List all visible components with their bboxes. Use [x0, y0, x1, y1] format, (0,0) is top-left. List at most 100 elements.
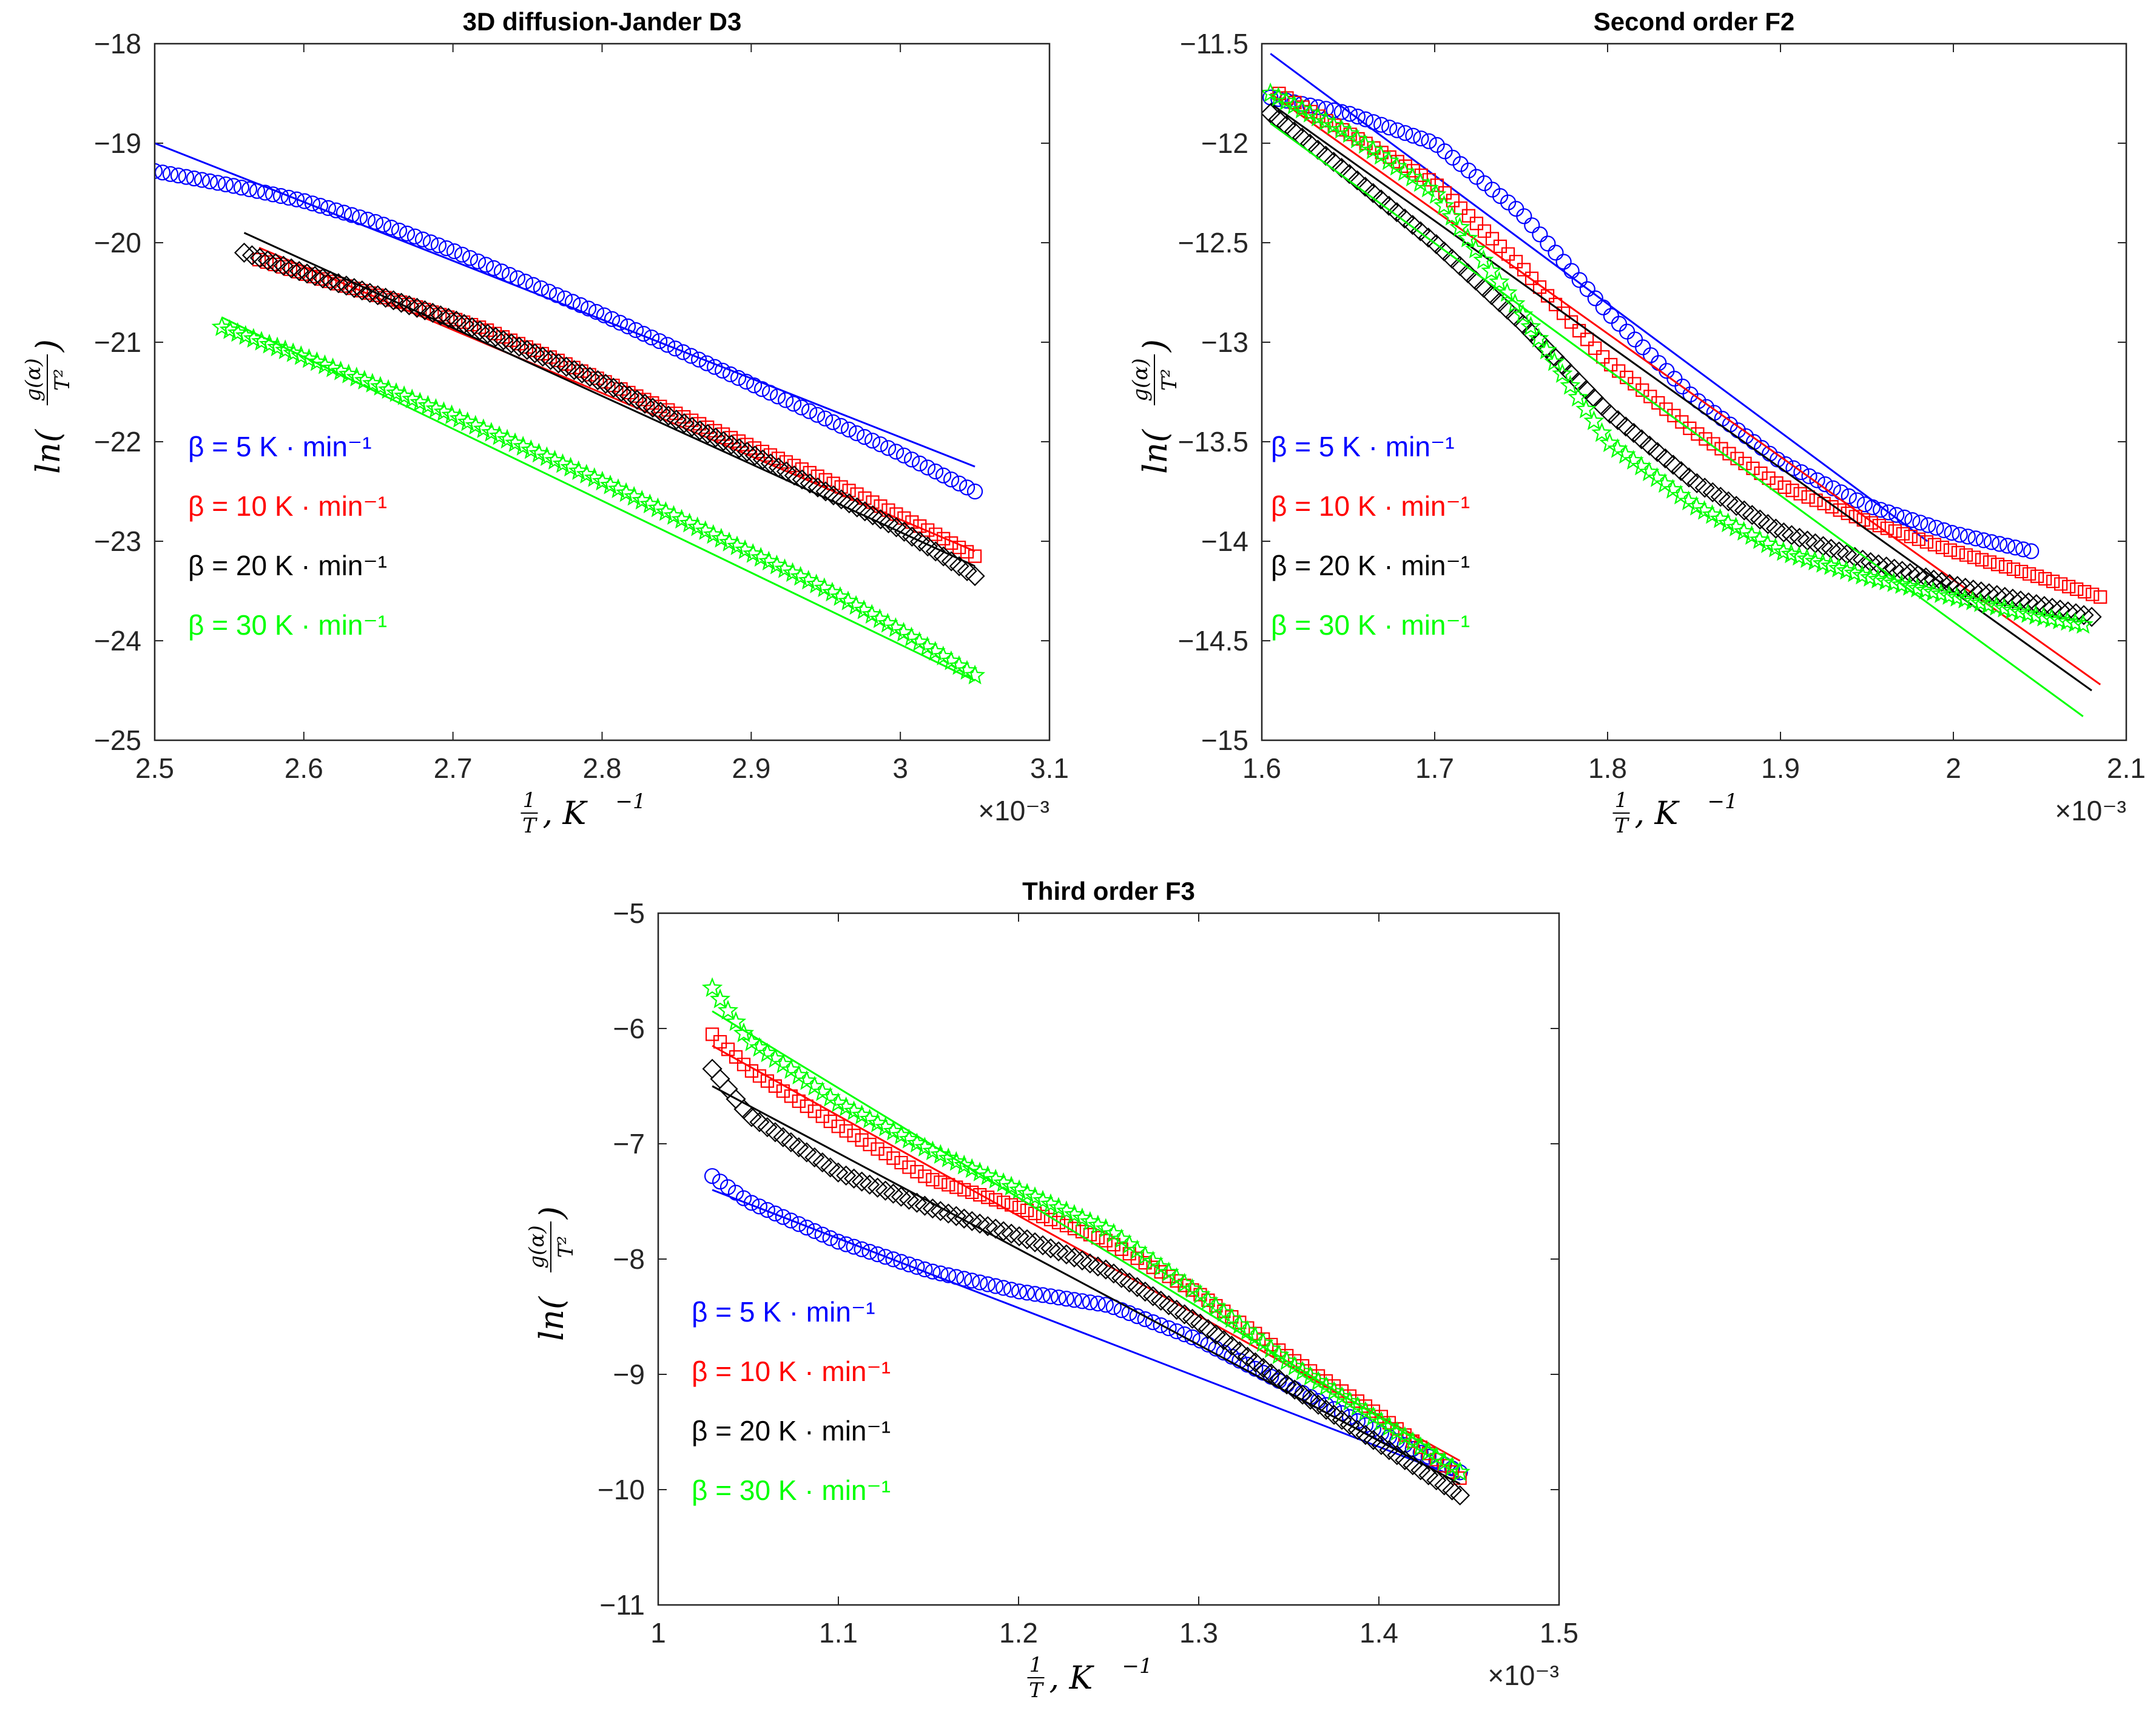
y-label-prefix: ln( — [1136, 428, 1174, 474]
legend-entry-beta5: β = 5 K · min⁻¹ — [692, 1296, 875, 1328]
data-point-beta5 — [359, 211, 376, 228]
y-label-prefix: ln( — [29, 428, 67, 474]
data-point-beta20 — [265, 253, 286, 274]
data-point-beta5 — [1920, 517, 1936, 533]
data-point-beta5 — [848, 425, 865, 442]
y-tick-label: −11.5 — [1180, 28, 1248, 59]
data-point-beta5 — [264, 186, 281, 203]
x-tick-label: 1.8 — [1588, 752, 1627, 784]
y-label-denominator: T² — [554, 1236, 578, 1258]
data-point-beta20 — [1789, 527, 1810, 548]
data-point-beta5 — [170, 167, 187, 184]
data-point-beta20 — [828, 1162, 849, 1183]
data-point-beta10 — [760, 1074, 775, 1088]
data-point-beta5 — [2023, 543, 2040, 559]
data-point-beta10 — [1501, 247, 1515, 261]
data-point-beta20 — [1679, 467, 1699, 488]
data-point-beta10 — [268, 257, 282, 271]
data-point-beta5 — [704, 1168, 721, 1184]
data-point-beta30 — [1473, 249, 1494, 269]
data-point-beta10 — [2086, 587, 2100, 601]
data-point-beta5 — [846, 1238, 862, 1255]
data-point-beta10 — [1864, 516, 1878, 530]
data-point-beta20 — [352, 280, 372, 301]
data-point-beta20 — [501, 333, 522, 354]
data-point-beta10 — [1130, 1251, 1144, 1265]
data-point-beta10 — [1927, 538, 1941, 552]
data-point-beta5 — [1145, 1314, 1161, 1331]
data-point-beta5 — [477, 257, 494, 273]
x-label-exponent: −1 — [1708, 789, 1738, 814]
data-point-beta30 — [717, 999, 739, 1020]
data-point-beta5 — [233, 180, 250, 196]
data-point-beta10 — [1793, 487, 1807, 501]
data-point-beta5 — [872, 436, 889, 453]
x-tick-label: 3 — [892, 752, 908, 784]
data-point-beta10 — [989, 1193, 1003, 1207]
data-point-beta10 — [1114, 1242, 1128, 1256]
data-point-beta10 — [1557, 306, 1571, 320]
data-point-beta30 — [925, 641, 946, 661]
data-point-beta20 — [1987, 585, 2007, 606]
data-point-beta10 — [1454, 201, 1467, 215]
data-point-beta5 — [1888, 507, 1905, 523]
data-point-beta10 — [739, 437, 754, 451]
data-point-beta10 — [744, 1064, 759, 1078]
data-point-beta30 — [1284, 1356, 1305, 1376]
legend-entry-beta5: β = 5 K · min⁻¹ — [1271, 431, 1455, 462]
data-point-beta10 — [1770, 476, 1784, 490]
data-point-beta5 — [854, 1241, 870, 1257]
data-point-beta20 — [1995, 587, 2015, 607]
data-point-beta10 — [1565, 315, 1578, 329]
data-point-beta20 — [1190, 1313, 1211, 1334]
data-point-beta10 — [997, 1195, 1011, 1209]
data-point-beta5 — [406, 228, 423, 245]
data-point-beta10 — [1588, 341, 1602, 355]
data-point-beta5 — [1959, 529, 1976, 545]
data-point-beta10 — [488, 326, 502, 340]
data-point-beta20 — [2034, 596, 2055, 616]
data-point-beta20 — [1394, 208, 1415, 229]
data-point-beta5 — [901, 1256, 917, 1272]
data-point-beta5 — [1231, 1353, 1248, 1369]
data-point-beta5 — [1161, 1320, 1177, 1337]
data-point-beta10 — [1430, 178, 1444, 192]
legend-entry-beta5: β = 5 K · min⁻¹ — [188, 431, 372, 462]
data-point-beta5 — [383, 220, 400, 236]
data-point-beta10 — [776, 1084, 790, 1098]
data-point-beta10 — [855, 1133, 869, 1147]
data-point-beta5 — [1460, 162, 1477, 179]
data-point-beta20 — [273, 255, 294, 276]
data-point-beta30 — [940, 650, 962, 670]
data-point-beta5 — [1524, 217, 1540, 234]
data-point-beta5 — [580, 300, 597, 317]
data-point-beta10 — [2023, 567, 2036, 581]
data-point-beta5 — [375, 217, 392, 233]
data-point-beta10 — [252, 252, 266, 266]
plot-area — [155, 44, 1049, 740]
x-label-unit: , K — [1049, 1660, 1095, 1697]
data-point-beta10 — [1785, 484, 1799, 498]
data-point-beta20 — [1773, 522, 1794, 543]
data-point-beta10 — [952, 541, 966, 555]
data-point-beta5 — [880, 440, 897, 456]
data-point-beta5 — [1991, 536, 2008, 552]
data-point-beta5 — [399, 225, 416, 241]
data-point-beta10 — [792, 1094, 806, 1108]
data-point-beta10 — [1904, 530, 1918, 544]
y-tick-label: −13.5 — [1178, 426, 1248, 458]
data-point-beta10 — [1801, 490, 1815, 504]
data-point-beta5 — [1168, 1323, 1185, 1340]
data-point-beta10 — [929, 527, 943, 541]
data-point-beta10 — [2030, 569, 2044, 583]
data-point-beta20 — [898, 1189, 920, 1210]
data-point-beta30 — [956, 660, 978, 680]
data-point-beta5 — [1936, 522, 1952, 539]
data-point-beta30 — [725, 1011, 747, 1032]
data-point-beta20 — [922, 1198, 943, 1219]
data-point-beta5 — [746, 377, 763, 394]
data-point-beta20 — [1253, 1357, 1273, 1378]
y-label-denominator: T² — [50, 369, 75, 391]
data-point-beta5 — [1066, 1292, 1083, 1308]
data-point-beta10 — [784, 1089, 798, 1103]
